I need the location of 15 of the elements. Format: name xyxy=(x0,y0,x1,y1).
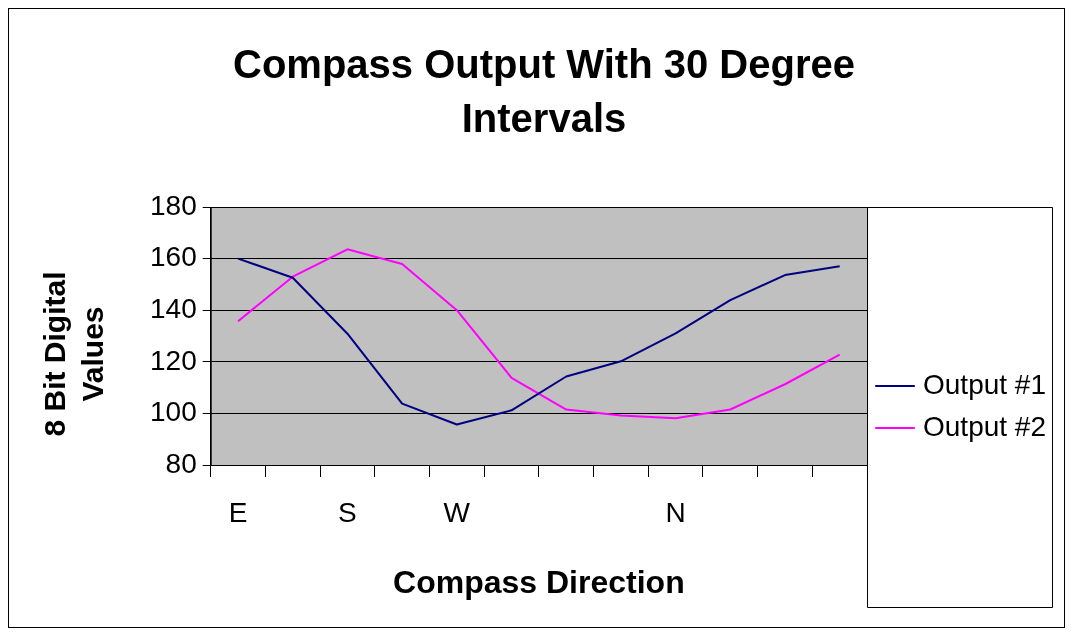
legend-label: Output #2 xyxy=(923,410,1047,442)
x-tick-label: E xyxy=(228,496,248,528)
y-axis-title: 8 Bit Digital Values xyxy=(37,270,110,439)
y-tick-label: 160 xyxy=(150,241,197,273)
y-tick-label: 100 xyxy=(150,396,197,428)
y-tick-label: 140 xyxy=(150,292,197,324)
y-tick-label: 120 xyxy=(150,344,197,376)
y-tick-label: 80 xyxy=(165,447,197,479)
chart-title: Compass Output With 30 Degree Intervals xyxy=(232,41,856,142)
x-tick-label: S xyxy=(338,496,357,528)
y-tick-label: 180 xyxy=(150,189,197,221)
x-axis-title: Compass Direction xyxy=(393,563,685,600)
x-tick-label: N xyxy=(665,496,686,528)
x-tick-label: W xyxy=(443,496,471,528)
legend-label: Output #1 xyxy=(923,368,1047,400)
